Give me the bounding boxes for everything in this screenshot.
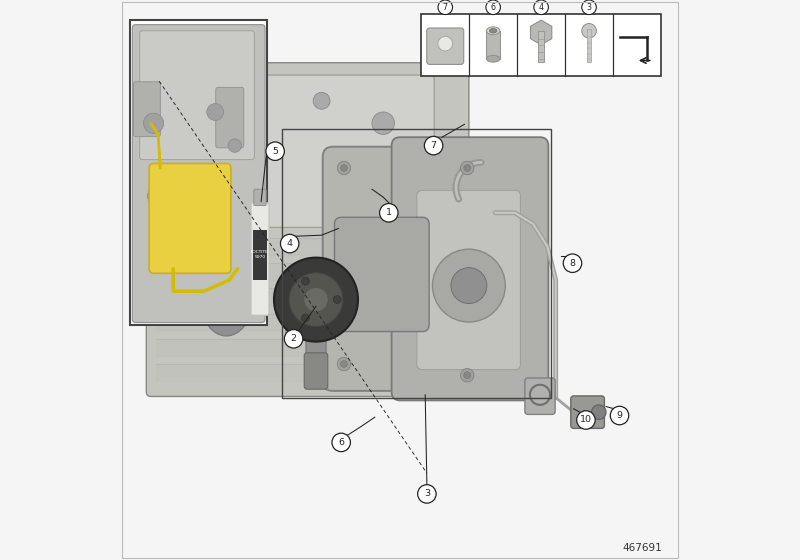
Circle shape (582, 24, 596, 38)
Text: 10: 10 (580, 416, 592, 424)
Bar (422, 14, 661, 76)
Circle shape (302, 314, 310, 322)
Circle shape (274, 258, 358, 342)
Ellipse shape (490, 29, 497, 33)
Text: 3: 3 (586, 3, 591, 12)
Text: 7: 7 (442, 3, 448, 12)
Circle shape (464, 165, 470, 171)
Circle shape (314, 92, 330, 109)
Circle shape (304, 287, 328, 312)
Bar (486, 31, 500, 59)
Circle shape (222, 102, 242, 122)
Circle shape (284, 329, 303, 348)
Text: 5: 5 (272, 147, 278, 156)
FancyBboxPatch shape (149, 164, 231, 273)
Circle shape (341, 165, 347, 171)
Circle shape (341, 361, 347, 367)
Text: 467691: 467691 (622, 543, 662, 553)
Ellipse shape (486, 27, 500, 35)
FancyBboxPatch shape (571, 396, 605, 428)
Circle shape (372, 112, 394, 134)
Circle shape (391, 170, 409, 188)
Circle shape (610, 407, 629, 424)
Circle shape (228, 139, 242, 152)
Circle shape (461, 161, 474, 175)
Circle shape (424, 137, 443, 155)
FancyBboxPatch shape (134, 82, 160, 137)
Circle shape (165, 185, 187, 207)
Circle shape (451, 268, 486, 304)
Circle shape (563, 254, 582, 273)
FancyBboxPatch shape (306, 306, 326, 361)
Text: 4: 4 (286, 239, 293, 248)
Text: 3: 3 (424, 489, 430, 498)
Circle shape (438, 0, 453, 15)
Circle shape (334, 296, 341, 304)
Circle shape (235, 205, 251, 221)
FancyBboxPatch shape (392, 137, 549, 400)
Ellipse shape (211, 281, 242, 323)
Circle shape (338, 357, 350, 371)
Circle shape (418, 485, 436, 503)
Bar (282, 129, 551, 398)
Bar (538, 31, 545, 62)
Bar (253, 230, 267, 280)
FancyBboxPatch shape (158, 75, 434, 227)
Circle shape (281, 235, 299, 253)
FancyBboxPatch shape (132, 25, 265, 323)
Text: 6: 6 (490, 3, 496, 12)
Circle shape (461, 368, 474, 382)
FancyBboxPatch shape (216, 87, 244, 148)
Circle shape (143, 113, 164, 133)
Circle shape (147, 187, 166, 205)
Text: 6: 6 (338, 438, 344, 447)
FancyBboxPatch shape (304, 353, 328, 389)
FancyBboxPatch shape (334, 217, 429, 332)
FancyBboxPatch shape (426, 28, 464, 64)
Circle shape (577, 411, 595, 429)
Text: 9: 9 (617, 411, 622, 420)
Circle shape (379, 204, 398, 222)
Circle shape (266, 142, 284, 161)
Circle shape (168, 115, 196, 143)
Circle shape (338, 161, 350, 175)
Text: 1: 1 (386, 208, 392, 217)
Circle shape (582, 0, 596, 15)
Text: 8: 8 (570, 259, 575, 268)
Text: 2: 2 (290, 334, 297, 343)
FancyBboxPatch shape (146, 63, 469, 396)
FancyBboxPatch shape (322, 147, 522, 391)
Text: 4: 4 (538, 3, 544, 12)
Circle shape (438, 36, 453, 51)
FancyBboxPatch shape (254, 189, 266, 206)
Circle shape (534, 0, 549, 15)
Circle shape (332, 433, 350, 451)
FancyBboxPatch shape (251, 203, 269, 315)
FancyBboxPatch shape (417, 190, 521, 370)
FancyBboxPatch shape (140, 31, 254, 160)
FancyBboxPatch shape (286, 289, 391, 338)
Text: 7: 7 (430, 141, 437, 150)
Circle shape (433, 249, 506, 322)
Circle shape (486, 0, 501, 15)
FancyBboxPatch shape (525, 378, 555, 414)
Circle shape (302, 277, 310, 285)
Bar (587, 29, 591, 62)
Ellipse shape (486, 55, 500, 62)
Circle shape (289, 273, 343, 326)
Ellipse shape (202, 269, 252, 336)
Text: LOCTITE
5970: LOCTITE 5970 (251, 250, 269, 259)
Ellipse shape (161, 240, 191, 276)
Circle shape (206, 104, 224, 120)
Circle shape (591, 405, 606, 419)
Bar (130, 20, 267, 325)
Circle shape (464, 372, 470, 379)
